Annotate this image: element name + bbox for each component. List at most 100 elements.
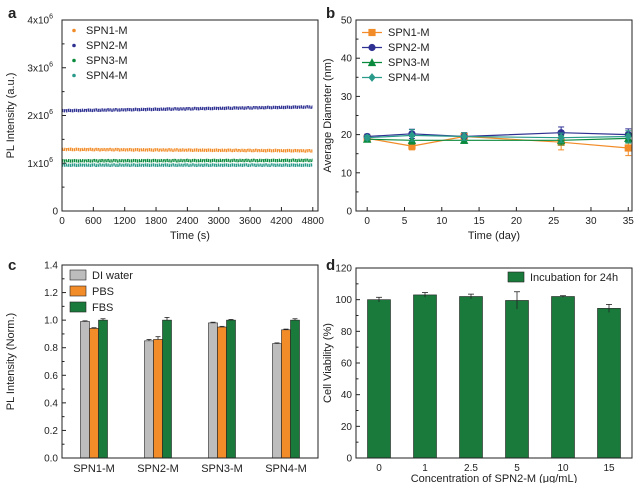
panel-a-xtick-label: 600	[85, 216, 102, 227]
panel-a-legend-label: SPN1-M	[86, 25, 128, 37]
panel-c-bar	[217, 326, 227, 459]
panel-c-frame	[61, 264, 319, 459]
panel-d-legend-label: Incubation for 24h	[530, 272, 618, 284]
panel-b-xtick-label: 20	[511, 216, 523, 227]
panel-a-ytick-label: 4x106	[27, 14, 53, 27]
panel-d-xtick-label: 2.5	[464, 463, 478, 474]
panel-b-xtick-label: 5	[402, 216, 408, 227]
panel-a-series-SPN2-M	[61, 105, 314, 113]
panel-b-xlabel: Time (day)	[468, 230, 520, 242]
panel-a-xtick-label: 0	[59, 216, 65, 227]
panel-c-bar	[98, 319, 108, 459]
panel-a-xtick-label: 4800	[302, 216, 325, 227]
panel-d-frame	[355, 267, 633, 459]
panel-c-panel-label: c	[8, 257, 16, 274]
panel-b-panel-label: b	[326, 5, 335, 22]
panel-a-xlabel: Time (s)	[170, 230, 210, 242]
panel-b-ytick-label: 30	[341, 92, 353, 103]
panel-c-bar	[281, 329, 291, 459]
panel-b-point	[460, 132, 468, 141]
panel-c-bar	[144, 340, 154, 459]
panel-d-bar	[597, 308, 621, 459]
panel-d-xtick-label: 5	[514, 463, 520, 474]
panel-a-frame	[61, 19, 319, 212]
panel-d-bar	[413, 294, 437, 459]
panel-a-legend-label: SPN4-M	[86, 70, 128, 82]
panel-a-panel-label: a	[8, 5, 17, 22]
panel-b-legend-label: SPN2-M	[388, 42, 430, 54]
panel-d-bar	[505, 300, 529, 459]
panel-c-legend-swatch	[69, 269, 87, 281]
panel-a-xtick-label: 1800	[145, 216, 168, 227]
panel-a-ytick-label: 2x106	[27, 109, 53, 122]
panel-c-legend-label: FBS	[92, 302, 113, 314]
panel-b-ylabel: Average Diameter (nm)	[322, 58, 334, 172]
panel-d-ylabel: Cell Viability (%)	[322, 323, 334, 403]
panel-a-trace	[61, 158, 314, 163]
panel-c-xtick-label: SPN1-M	[73, 463, 115, 475]
panel-b-xtick-label: 0	[364, 216, 370, 227]
panel-d-bar	[367, 299, 391, 459]
panel-c-ytick-label: 0.2	[44, 426, 58, 437]
panel-a-series-SPN3-M	[61, 158, 314, 163]
panel-b-ytick-label: 20	[341, 130, 353, 141]
panel-d-ytick-label: 0	[346, 454, 352, 465]
panel-a-xtick-label: 2400	[176, 216, 199, 227]
panel-a-ytick-exponent: 6	[49, 61, 53, 68]
panel-a-legend-marker	[72, 58, 76, 63]
panel-c-legend-label: PBS	[92, 286, 114, 298]
panel-a-legend-marker	[72, 43, 76, 48]
panel-c-xtick-label: SPN3-M	[201, 463, 243, 475]
panel-d-ytick-label: 120	[335, 264, 352, 275]
panel-b-xtick-label: 15	[474, 216, 486, 227]
panel-b-point	[408, 130, 416, 140]
panel-b-legend-label: SPN4-M	[388, 72, 430, 84]
panel-c-xtick-label: SPN4-M	[265, 463, 307, 475]
panel-c-bar	[226, 319, 236, 459]
panel-d-panel-label: d	[326, 257, 335, 274]
panel-a-legend-label: SPN3-M	[86, 55, 128, 67]
panel-c-bar	[153, 339, 163, 459]
panel-b-xtick-label: 10	[436, 216, 448, 227]
panel-d-ytick-label: 60	[341, 359, 353, 370]
panel-d-xtick-label: 1	[422, 463, 428, 474]
panel-a-xtick-label: 1200	[114, 216, 137, 227]
panel-b-point	[408, 142, 416, 150]
panel-c-xtick-label: SPN2-M	[137, 463, 179, 475]
panel-b-ytick-label: 0	[346, 207, 352, 218]
panel-b-xtick-label: 30	[585, 216, 597, 227]
panel-d-ytick-label: 100	[335, 295, 352, 306]
panel-a-ylabel: PL Intensity (a.u.)	[5, 73, 17, 159]
panel-c-ylabel: PL Intensity (Norm.)	[5, 313, 17, 410]
panel-b-series-SPN4-M	[363, 129, 632, 143]
panel-b-legend-label: SPN1-M	[388, 27, 430, 39]
panel-b-legend-marker	[368, 28, 376, 37]
panel-a-ytick-label: 0	[52, 207, 58, 218]
panel-c-bar	[80, 321, 90, 459]
panel-a-legend-marker	[72, 73, 76, 78]
panel-b-legend-marker	[367, 58, 377, 67]
panel-a-series-SPN4-M	[61, 163, 313, 168]
panel-a-xtick-label: 3600	[239, 216, 262, 227]
panel-a-trace	[61, 163, 313, 168]
panel-d-legend-swatch	[507, 271, 525, 283]
panel-c-bar	[290, 319, 300, 459]
panel-b-xtick-label: 25	[548, 216, 560, 227]
panel-b-point	[624, 132, 632, 141]
panel-c-legend-label: DI water	[92, 270, 133, 282]
panel-b-legend-label: SPN3-M	[388, 57, 430, 69]
panel-a-series-SPN1-M	[61, 147, 313, 153]
panel-a-xtick-label: 4200	[270, 216, 293, 227]
panel-d-ytick-label: 80	[341, 327, 353, 338]
panel-b-point	[557, 133, 565, 143]
panel-a-trace	[61, 147, 313, 153]
panel-d-bar	[551, 296, 575, 459]
panel-b-frame	[355, 19, 633, 212]
panel-c-ytick-label: 1.0	[44, 316, 58, 327]
panel-d-xtick-label: 0	[376, 463, 382, 474]
panel-a-ytick-exponent: 6	[49, 157, 53, 164]
panel-d-ytick-label: 40	[341, 390, 353, 401]
panel-c-ytick-label: 0.4	[44, 398, 58, 409]
panel-a-ytick-exponent: 6	[49, 109, 53, 116]
